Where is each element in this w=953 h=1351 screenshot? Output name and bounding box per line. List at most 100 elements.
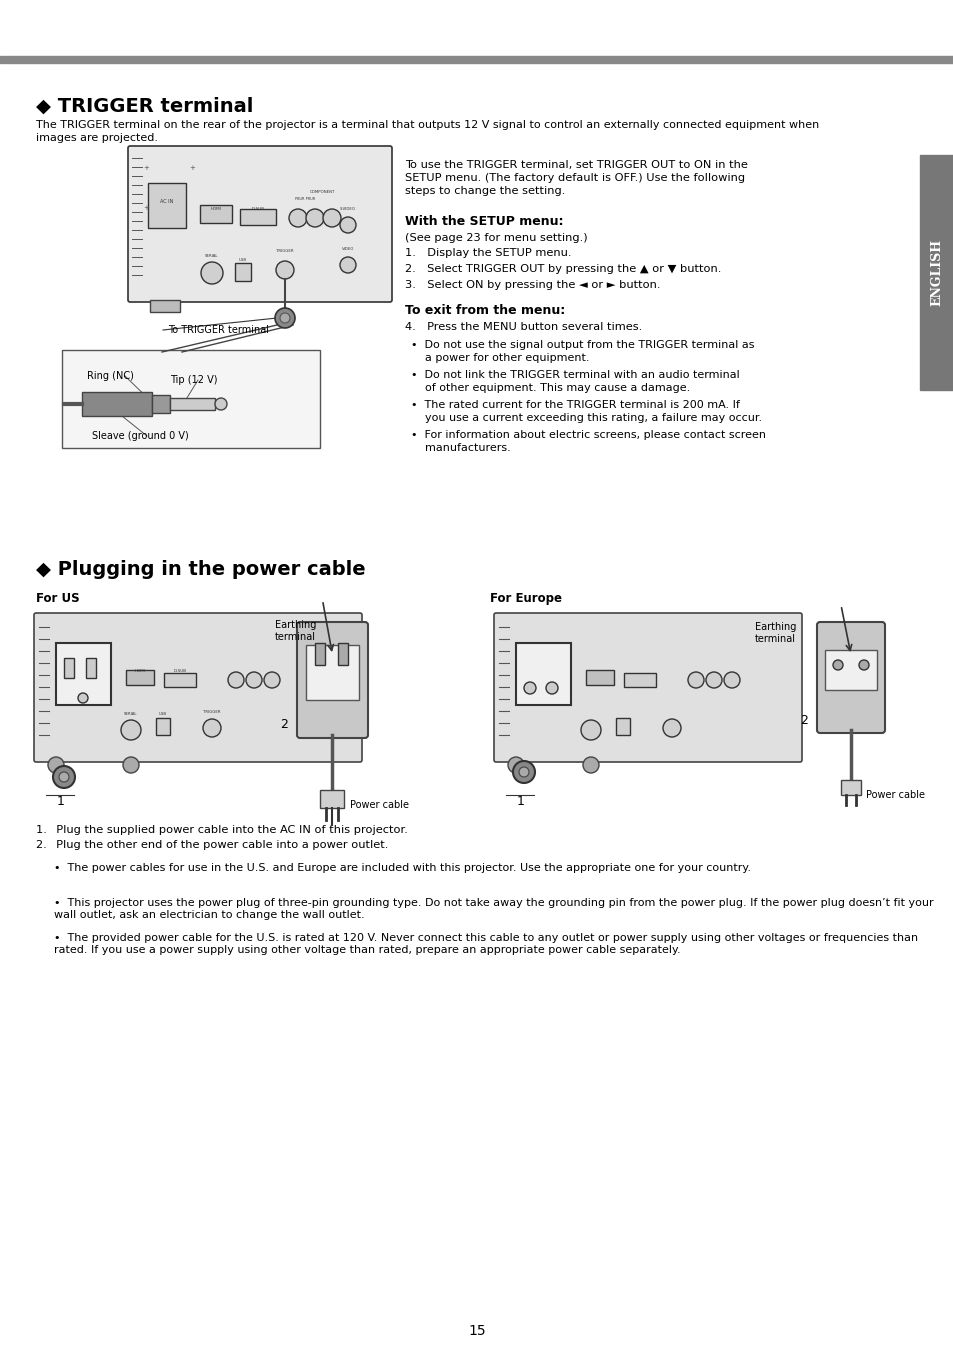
Text: Earthing
terminal: Earthing terminal [754, 621, 796, 644]
Text: •  Do not use the signal output from the TRIGGER terminal as: • Do not use the signal output from the … [411, 340, 754, 350]
Text: 2: 2 [800, 713, 807, 727]
Bar [337, 643, 348, 665]
Text: HDMI: HDMI [134, 669, 145, 673]
Circle shape [306, 209, 324, 227]
Bar [240, 209, 275, 226]
FancyBboxPatch shape [34, 613, 361, 762]
Bar [616, 717, 629, 735]
Circle shape [48, 757, 64, 773]
Circle shape [246, 671, 262, 688]
Text: D-SUB: D-SUB [252, 207, 264, 211]
Text: images are projected.: images are projected. [36, 132, 158, 143]
Text: TRIGGER: TRIGGER [203, 711, 220, 713]
FancyBboxPatch shape [128, 146, 392, 303]
Text: •  The power cables for use in the U.S. and Europe are included with this projec: • The power cables for use in the U.S. a… [54, 863, 750, 873]
Text: For Europe: For Europe [490, 592, 561, 605]
Text: S-VIDEO: S-VIDEO [339, 207, 355, 211]
Text: With the SETUP menu:: With the SETUP menu: [405, 215, 563, 228]
Circle shape [78, 693, 88, 703]
Text: manufacturers.: manufacturers. [411, 443, 510, 453]
Bar [82, 392, 152, 416]
Text: The TRIGGER terminal on the rear of the projector is a terminal that outputs 12 : The TRIGGER terminal on the rear of the … [36, 120, 819, 130]
Text: +: + [189, 165, 194, 172]
Circle shape [228, 671, 244, 688]
Text: •  This projector uses the power plug of three-pin grounding type. Do not take a: • This projector uses the power plug of … [54, 898, 933, 920]
Text: Power cable: Power cable [350, 800, 409, 811]
Text: 4. Press the MENU button several times.: 4. Press the MENU button several times. [405, 322, 641, 332]
Text: 15: 15 [468, 1324, 485, 1337]
Text: Sleave (ground 0 V): Sleave (ground 0 V) [91, 431, 189, 440]
Circle shape [274, 308, 294, 328]
Text: 1. Display the SETUP menu.: 1. Display the SETUP menu. [405, 249, 571, 258]
Text: USB: USB [159, 712, 167, 716]
Bar [164, 673, 195, 688]
Circle shape [687, 671, 703, 688]
Circle shape [201, 262, 223, 284]
Circle shape [832, 661, 842, 670]
Bar [585, 670, 614, 685]
Text: SERIAL: SERIAL [124, 712, 137, 716]
Text: PBUR PRUR: PBUR PRUR [294, 197, 314, 201]
Text: ◆ Plugging in the power cable: ◆ Plugging in the power cable [36, 561, 365, 580]
Circle shape [203, 719, 221, 738]
Bar [170, 399, 214, 409]
Circle shape [53, 766, 75, 788]
Circle shape [507, 757, 523, 773]
Text: 1: 1 [517, 794, 524, 808]
Bar [152, 394, 170, 413]
Text: •  For information about electric screens, please contact screen: • For information about electric screens… [411, 430, 765, 440]
Text: 2. Select TRIGGER OUT by pressing the ▲ or ▼ button.: 2. Select TRIGGER OUT by pressing the ▲ … [405, 263, 720, 274]
Text: For US: For US [36, 592, 79, 605]
FancyBboxPatch shape [296, 621, 368, 738]
Text: (See page 23 for menu setting.): (See page 23 for menu setting.) [405, 232, 587, 243]
Text: ENGLISH: ENGLISH [929, 239, 943, 307]
Text: Earthing
terminal: Earthing terminal [274, 620, 316, 642]
Bar [320, 790, 344, 808]
Text: USB: USB [239, 258, 247, 262]
Bar [156, 717, 170, 735]
Bar [126, 670, 153, 685]
Circle shape [214, 399, 227, 409]
Text: 2.  Plug the other end of the power cable into a power outlet.: 2. Plug the other end of the power cable… [36, 840, 388, 850]
Text: Tip (12 V): Tip (12 V) [170, 376, 217, 385]
Text: To TRIGGER terminal: To TRIGGER terminal [168, 326, 269, 335]
Bar [306, 644, 358, 700]
Bar [516, 643, 571, 705]
Circle shape [275, 261, 294, 280]
Text: •  Do not link the TRIGGER terminal with an audio terminal: • Do not link the TRIGGER terminal with … [411, 370, 739, 380]
Circle shape [518, 767, 529, 777]
Bar [0, 55, 953, 63]
Circle shape [264, 671, 280, 688]
Text: COMPONENT: COMPONENT [309, 190, 335, 195]
Bar [56, 643, 111, 705]
Text: •  The rated current for the TRIGGER terminal is 200 mA. If: • The rated current for the TRIGGER term… [411, 400, 740, 409]
Text: +: + [143, 205, 149, 211]
Text: 2: 2 [280, 719, 288, 731]
Circle shape [123, 757, 139, 773]
Bar [86, 658, 96, 678]
Text: of other equipment. This may cause a damage.: of other equipment. This may cause a dam… [411, 382, 690, 393]
Text: 3. Select ON by pressing the ◄ or ► button.: 3. Select ON by pressing the ◄ or ► butt… [405, 280, 659, 290]
Text: •  The provided power cable for the U.S. is rated at 120 V. Never connect this c: • The provided power cable for the U.S. … [54, 934, 917, 955]
Circle shape [323, 209, 340, 227]
Circle shape [280, 313, 290, 323]
Bar [150, 300, 180, 312]
Bar [234, 263, 251, 281]
Text: To exit from the menu:: To exit from the menu: [405, 304, 565, 317]
Text: Ring (NC): Ring (NC) [87, 372, 133, 381]
Circle shape [723, 671, 740, 688]
Circle shape [580, 720, 600, 740]
Text: SERIAL: SERIAL [205, 254, 218, 258]
Circle shape [59, 771, 69, 782]
Text: 1: 1 [57, 794, 65, 808]
Circle shape [289, 209, 307, 227]
Bar [62, 350, 319, 449]
Bar [841, 780, 861, 794]
Text: you use a current exceeding this rating, a failure may occur.: you use a current exceeding this rating,… [411, 413, 761, 423]
Text: a power for other equipment.: a power for other equipment. [411, 353, 589, 363]
FancyBboxPatch shape [494, 613, 801, 762]
Text: steps to change the setting.: steps to change the setting. [405, 186, 565, 196]
Bar [200, 205, 232, 223]
Circle shape [339, 257, 355, 273]
Circle shape [705, 671, 721, 688]
